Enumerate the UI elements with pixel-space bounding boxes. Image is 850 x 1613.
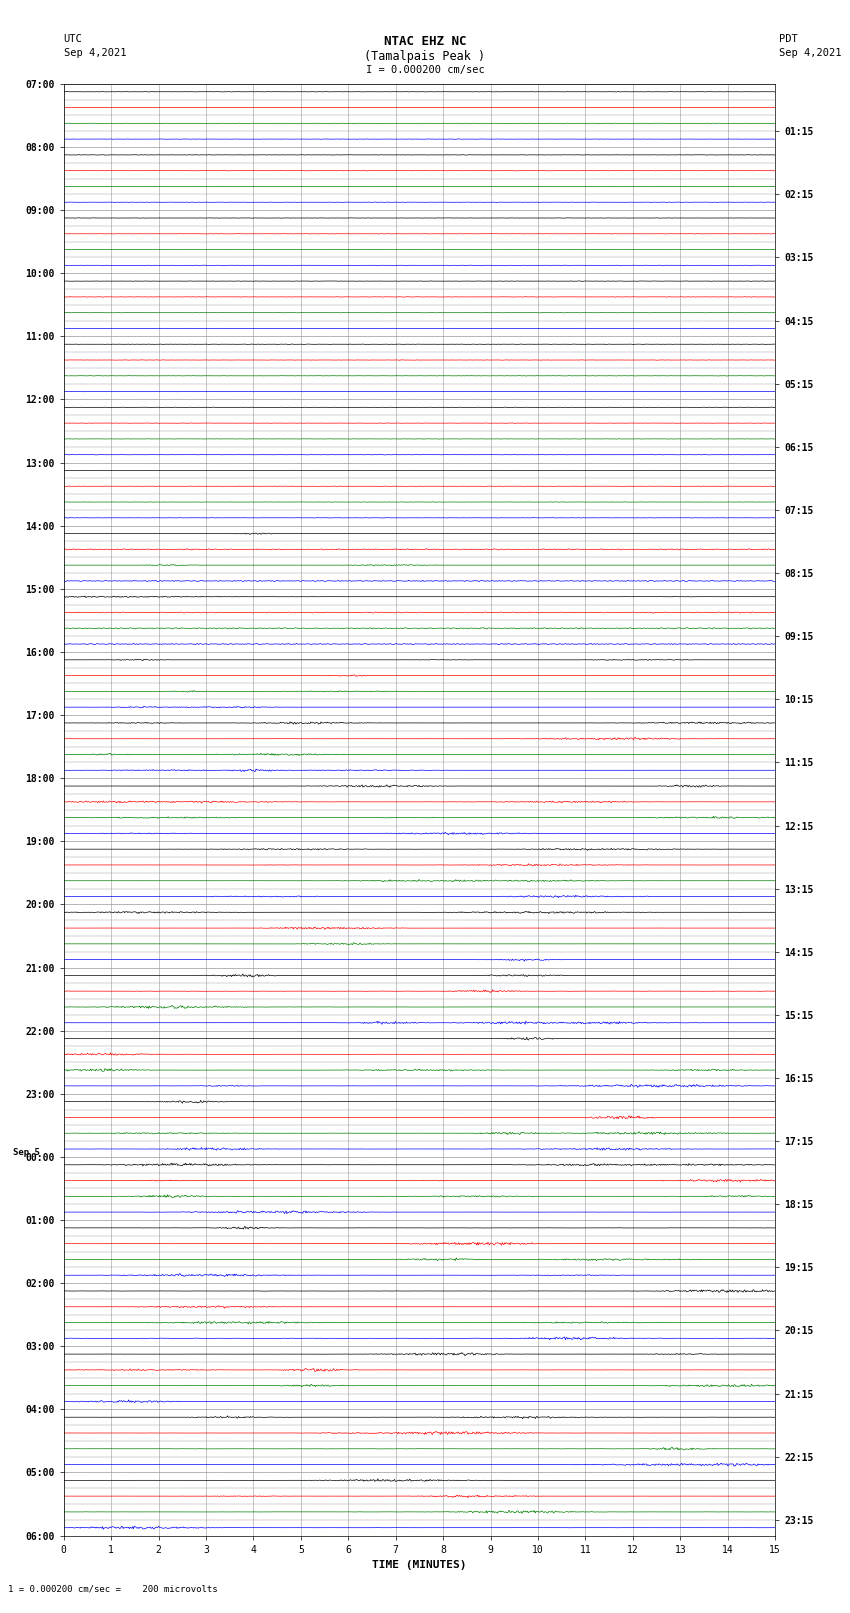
Text: Sep 5: Sep 5: [13, 1147, 40, 1157]
Text: Sep 4,2021: Sep 4,2021: [779, 48, 842, 58]
Text: UTC: UTC: [64, 34, 82, 44]
Text: NTAC EHZ NC: NTAC EHZ NC: [383, 35, 467, 48]
Text: I = 0.000200 cm/sec: I = 0.000200 cm/sec: [366, 65, 484, 74]
Text: Sep 4,2021: Sep 4,2021: [64, 48, 127, 58]
Text: (Tamalpais Peak ): (Tamalpais Peak ): [365, 50, 485, 63]
Text: 1 = 0.000200 cm/sec =    200 microvolts: 1 = 0.000200 cm/sec = 200 microvolts: [8, 1584, 218, 1594]
X-axis label: TIME (MINUTES): TIME (MINUTES): [372, 1560, 467, 1569]
Text: PDT: PDT: [779, 34, 798, 44]
